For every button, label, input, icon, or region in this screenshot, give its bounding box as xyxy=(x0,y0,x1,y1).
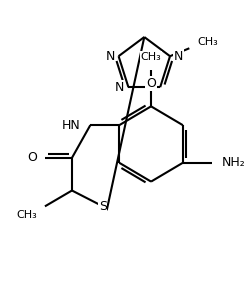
Text: N: N xyxy=(173,50,182,63)
Text: O: O xyxy=(27,151,37,164)
Text: N: N xyxy=(105,50,114,63)
Text: HN: HN xyxy=(62,119,80,132)
Text: O: O xyxy=(146,77,155,90)
Text: CH₃: CH₃ xyxy=(196,37,217,47)
Text: S: S xyxy=(98,200,106,213)
Text: CH₃: CH₃ xyxy=(140,52,161,62)
Text: N: N xyxy=(115,81,124,94)
Text: NH₂: NH₂ xyxy=(220,156,244,169)
Text: CH₃: CH₃ xyxy=(16,210,37,220)
